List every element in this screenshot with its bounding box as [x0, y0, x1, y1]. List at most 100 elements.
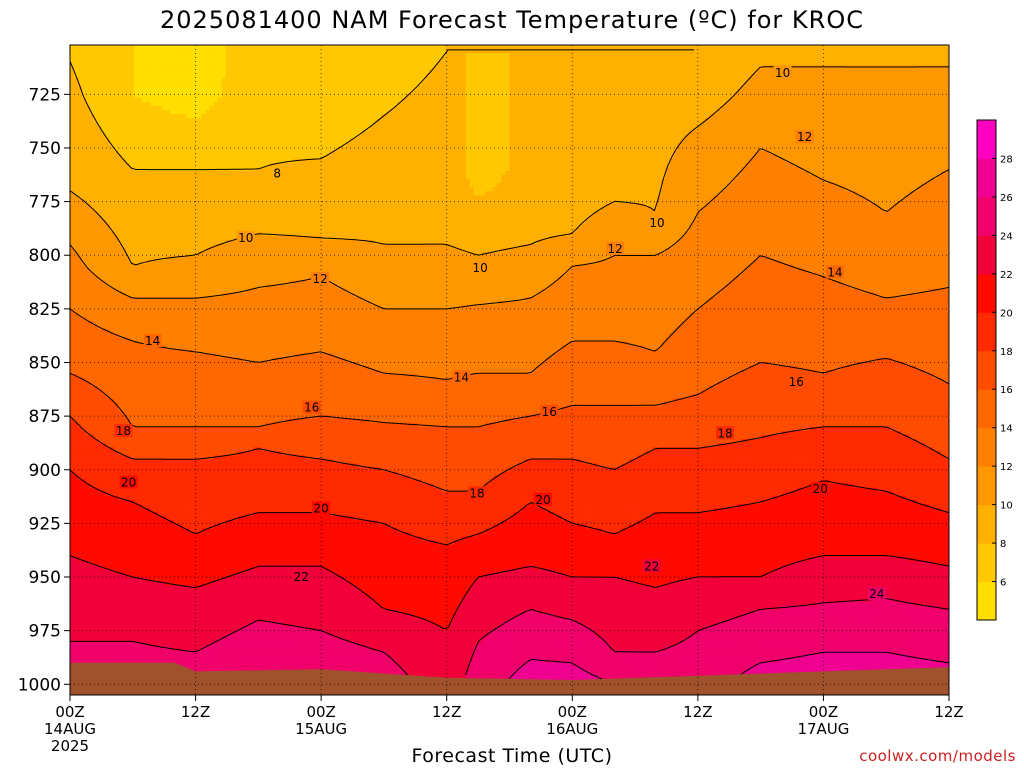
temperature-cell — [130, 321, 135, 326]
temperature-cell — [110, 346, 115, 351]
temperature-cell — [82, 545, 87, 550]
temperature-cell — [138, 212, 143, 217]
temperature-cell — [126, 342, 131, 347]
temperature-cell — [154, 179, 159, 184]
temperature-cell — [98, 541, 103, 546]
temperature-cell — [170, 236, 175, 241]
temperature-cell — [86, 301, 91, 306]
temperature-cell — [134, 248, 139, 253]
temperature-cell — [106, 528, 111, 533]
temperature-cell — [78, 500, 83, 505]
temperature-cell — [82, 533, 87, 538]
temperature-cell — [170, 65, 175, 70]
temperature-cell — [158, 589, 163, 594]
temperature-cell — [138, 638, 143, 643]
temperature-cell — [166, 407, 171, 412]
temperature-cell — [166, 232, 171, 237]
temperature-cell — [154, 553, 159, 558]
temperature-cell — [182, 658, 187, 663]
temperature-cell — [106, 382, 111, 387]
temperature-cell — [130, 212, 135, 217]
temperature-cell — [170, 301, 175, 306]
temperature-cell — [146, 354, 151, 359]
temperature-cell — [70, 585, 75, 590]
temperature-cell — [158, 427, 163, 432]
temperature-cell — [110, 561, 115, 566]
temperature-cell — [114, 512, 119, 517]
temperature-cell — [86, 69, 91, 74]
temperature-cell — [82, 297, 87, 302]
temperature-cell — [110, 415, 115, 420]
temperature-cell — [146, 90, 151, 95]
temperature-cell — [150, 492, 155, 497]
temperature-cell — [166, 451, 171, 456]
temperature-cell — [150, 273, 155, 278]
temperature-cell — [74, 281, 79, 286]
temperature-cell — [94, 516, 99, 521]
temperature-cell — [78, 451, 83, 456]
temperature-cell — [162, 110, 167, 115]
temperature-cell — [166, 463, 171, 468]
temperature-cell — [138, 313, 143, 318]
temperature-cell — [98, 163, 103, 168]
temperature-cell — [74, 622, 79, 627]
temperature-cell — [90, 256, 95, 261]
temperature-cell — [170, 537, 175, 542]
temperature-cell — [70, 658, 75, 663]
temperature-cell — [90, 317, 95, 322]
temperature-cell — [126, 73, 131, 78]
temperature-cell — [138, 358, 143, 363]
temperature-cell — [170, 260, 175, 265]
temperature-cell — [70, 451, 75, 456]
temperature-cell — [82, 138, 87, 143]
temperature-cell — [130, 378, 135, 383]
temperature-cell — [130, 504, 135, 509]
temperature-cell — [166, 106, 171, 111]
temperature-cell — [138, 224, 143, 229]
temperature-cell — [186, 277, 191, 282]
temperature-cell — [150, 618, 155, 623]
temperature-cell — [178, 220, 183, 225]
temperature-cell — [126, 411, 131, 416]
temperature-cell — [146, 520, 151, 525]
temperature-cell — [126, 321, 131, 326]
temperature-cell — [150, 524, 155, 529]
temperature-cell — [110, 240, 115, 245]
temperature-cell — [106, 78, 111, 83]
temperature-cell — [166, 577, 171, 582]
temperature-cell — [106, 459, 111, 464]
temperature-cell — [154, 273, 159, 278]
temperature-cell — [74, 240, 79, 245]
temperature-cell — [142, 585, 147, 590]
temperature-cell — [106, 69, 111, 74]
temperature-cell — [182, 378, 187, 383]
temperature-cell — [74, 208, 79, 213]
temperature-cell — [118, 593, 123, 598]
temperature-cell — [126, 378, 131, 383]
temperature-cell — [130, 614, 135, 619]
temperature-cell — [110, 309, 115, 314]
temperature-cell — [78, 528, 83, 533]
temperature-cell — [90, 252, 95, 257]
temperature-cell — [162, 130, 167, 135]
temperature-cell — [98, 78, 103, 83]
temperature-cell — [122, 443, 127, 448]
temperature-cell — [158, 175, 163, 180]
temperature-cell — [118, 126, 123, 131]
temperature-cell — [122, 565, 127, 570]
temperature-cell — [78, 301, 83, 306]
temperature-cell — [118, 614, 123, 619]
temperature-cell — [74, 61, 79, 66]
temperature-cell — [142, 195, 147, 200]
temperature-cell — [102, 524, 107, 529]
temperature-cell — [182, 626, 187, 631]
temperature-cell — [150, 626, 155, 631]
temperature-cell — [102, 654, 107, 659]
temperature-cell — [130, 541, 135, 546]
temperature-cell — [114, 195, 119, 200]
temperature-cell — [106, 236, 111, 241]
temperature-cell — [98, 516, 103, 521]
temperature-cell — [82, 598, 87, 603]
temperature-cell — [102, 102, 107, 107]
temperature-cell — [182, 338, 187, 343]
